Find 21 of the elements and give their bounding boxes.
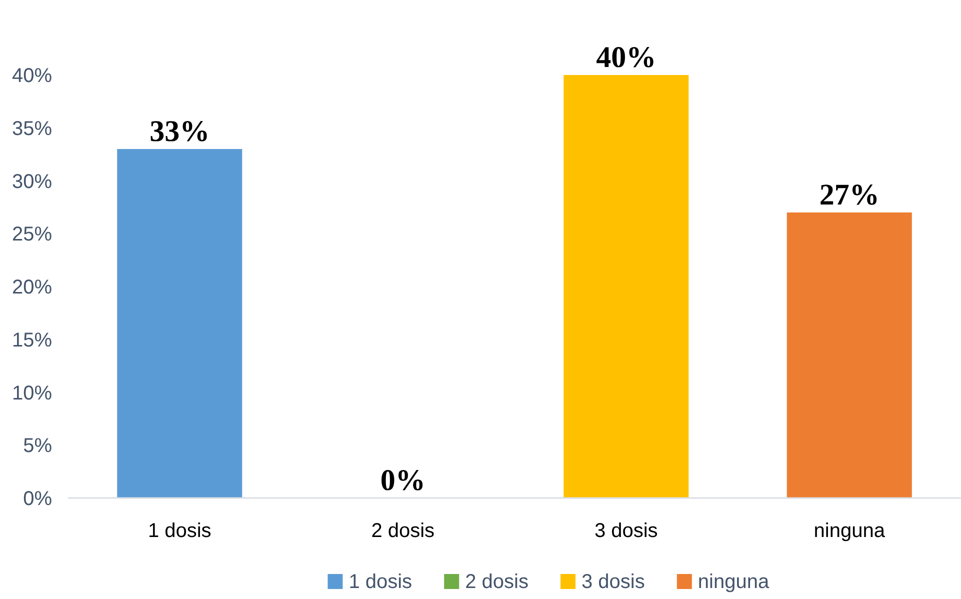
y-tick-label: 40%	[12, 65, 52, 87]
x-tick-label: 2 dosis	[371, 520, 435, 542]
legend-label: 1 dosis	[348, 571, 412, 593]
data-label: 40%	[596, 41, 656, 74]
y-tick-label: 0%	[23, 488, 52, 510]
y-tick-label: 35%	[12, 118, 52, 140]
legend-label: ninguna	[698, 571, 770, 593]
y-tick-label: 5%	[23, 435, 52, 458]
y-tick-label: 10%	[12, 382, 52, 404]
data-label: 33%	[150, 115, 210, 148]
y-tick-label: 20%	[12, 276, 52, 298]
x-tick-label: 3 dosis	[594, 520, 658, 542]
x-tick-label: 1 dosis	[148, 520, 212, 542]
data-label: 27%	[819, 178, 880, 212]
y-tick-label: 15%	[12, 329, 52, 352]
legend-label: 3 dosis	[582, 571, 645, 593]
y-tick-label: 25%	[12, 224, 52, 246]
x-tick-label: ninguna	[814, 520, 886, 542]
legend-label: 2 dosis	[465, 571, 528, 593]
y-tick-label: 30%	[12, 170, 52, 193]
data-label: 0%	[380, 464, 426, 497]
